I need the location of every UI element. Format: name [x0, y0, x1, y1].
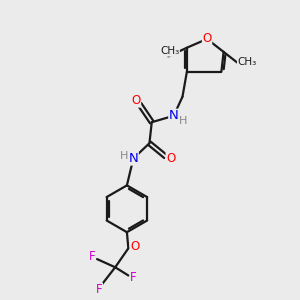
Text: F: F — [96, 283, 102, 296]
Text: N: N — [169, 109, 178, 122]
Text: H: H — [120, 151, 128, 160]
Text: O: O — [130, 240, 140, 253]
Text: O: O — [202, 32, 212, 46]
Text: F: F — [88, 250, 95, 263]
Text: F: F — [130, 271, 137, 284]
Text: O: O — [131, 94, 141, 107]
Text: CH₃: CH₃ — [238, 57, 257, 67]
Text: CH₃: CH₃ — [160, 46, 179, 56]
Text: H: H — [179, 116, 187, 126]
Text: N: N — [128, 152, 138, 165]
Text: O: O — [166, 152, 176, 165]
